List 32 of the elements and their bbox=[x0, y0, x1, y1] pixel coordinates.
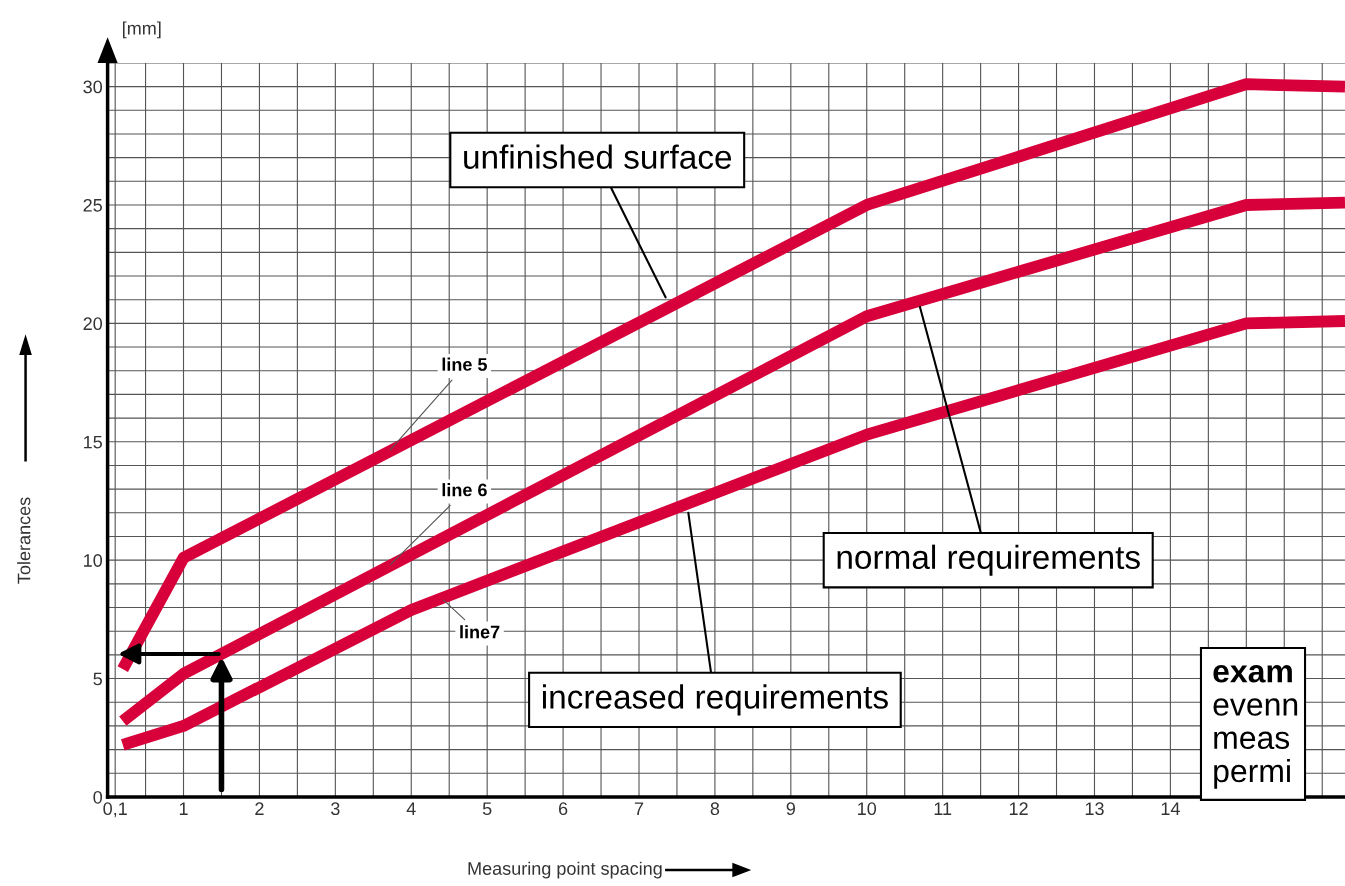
y-tick-label: 15 bbox=[84, 435, 102, 449]
series-label: line 6 bbox=[442, 483, 487, 497]
x-tick-label: 9 bbox=[786, 802, 795, 816]
annotation: unfinished surface bbox=[464, 144, 732, 169]
y-axis-title: Tolerances bbox=[17, 497, 31, 584]
x-tick-label: 6 bbox=[558, 802, 568, 816]
y-tick-label: 25 bbox=[83, 198, 102, 212]
y-tick-label: 5 bbox=[93, 672, 102, 686]
x-tick-label: 14 bbox=[1161, 802, 1180, 815]
y-tick-label: 20 bbox=[83, 317, 103, 331]
x-axis-title: Measuring point spacing bbox=[468, 861, 662, 879]
annotation: increased requirements bbox=[542, 684, 888, 716]
series-label: line 5 bbox=[442, 357, 487, 371]
x-tick-label: 10 bbox=[858, 802, 877, 816]
annotation: normal requirements bbox=[837, 544, 1140, 576]
x-tick-label: 0,1 bbox=[103, 802, 127, 818]
x-tick-label: 13 bbox=[1085, 802, 1104, 816]
y-tick-label: 10 bbox=[84, 554, 103, 567]
annotation: exam evenn meas permi bbox=[1213, 665, 1298, 789]
x-tick-label: 2 bbox=[255, 802, 264, 815]
x-tick-label: 3 bbox=[331, 802, 340, 816]
x-tick-label: 7 bbox=[634, 802, 644, 815]
x-tick-label: 11 bbox=[934, 802, 952, 815]
text: [mm] bbox=[122, 21, 161, 39]
y-tick-label: 30 bbox=[83, 80, 103, 94]
x-tick-label: 5 bbox=[482, 802, 492, 816]
series-label: line7 bbox=[460, 625, 500, 639]
x-tick-label: 4 bbox=[406, 802, 416, 815]
x-tick-label: 12 bbox=[1009, 802, 1028, 815]
x-tick-label: 1 bbox=[179, 802, 188, 815]
x-tick-label: 8 bbox=[710, 802, 720, 816]
y-tick-label: 0 bbox=[93, 790, 103, 804]
